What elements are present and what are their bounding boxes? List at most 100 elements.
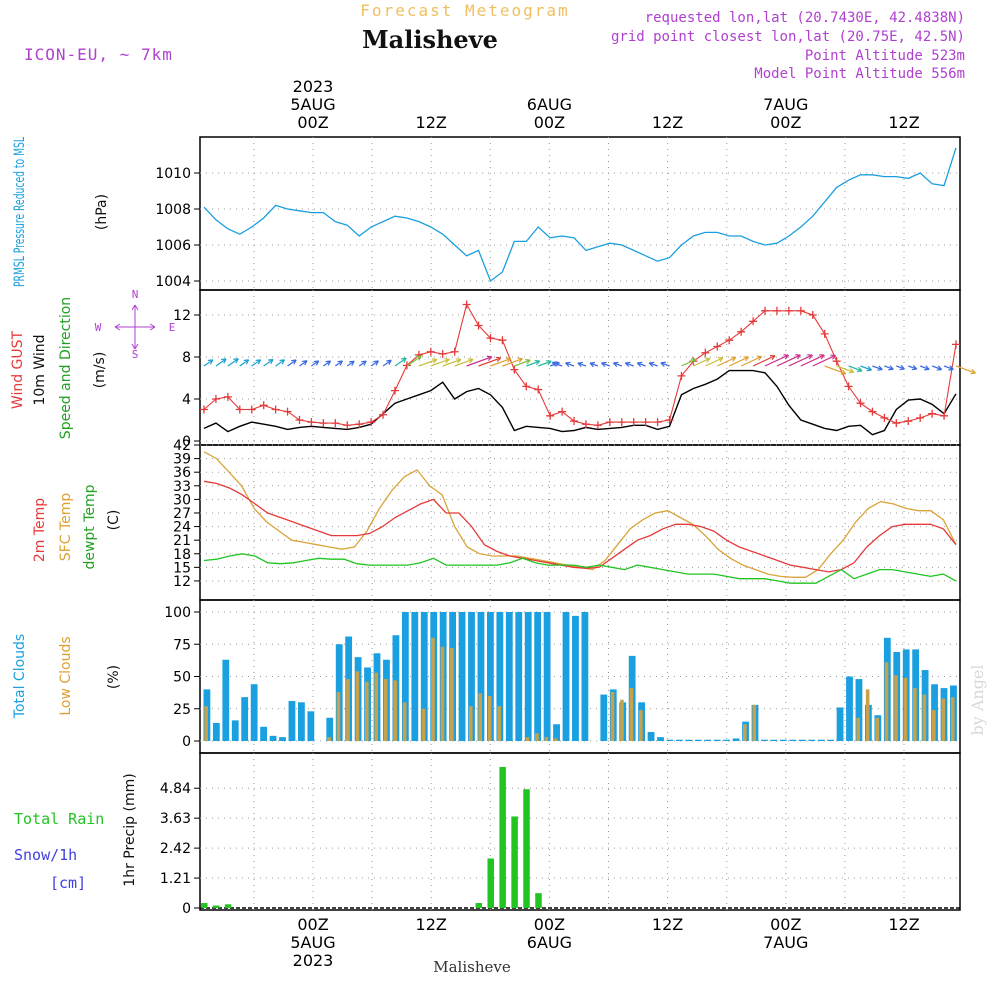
wind-arrow-head — [565, 361, 571, 367]
wind-arrow-head — [361, 360, 367, 366]
gust-marker — [235, 405, 244, 414]
wind-arrow-head — [717, 357, 724, 363]
low-cloud-bar — [468, 706, 473, 741]
gust-marker — [223, 392, 232, 401]
bottom-time-label: 7AUG — [763, 933, 808, 952]
gust-marker — [522, 382, 531, 391]
wind-direction-arrow — [752, 355, 776, 367]
rain-bar — [535, 893, 542, 908]
low-cloud-bar — [374, 672, 379, 741]
wind-arrow-head — [517, 357, 523, 363]
rain-bar — [511, 816, 518, 908]
y-tick-label: 75 — [173, 637, 191, 653]
low-cloud-bar — [204, 706, 208, 741]
top-time-label: 00Z — [534, 113, 565, 132]
y-tick-label: 4 — [182, 392, 191, 408]
wind-direction-arrow — [251, 359, 261, 367]
wind-arrow-head — [221, 358, 227, 364]
dewpt-label: dewpt Temp — [82, 484, 98, 569]
gust-marker — [343, 421, 352, 430]
gust-marker — [379, 410, 388, 419]
wind-direction-arrow — [430, 358, 450, 367]
wind-direction-arrow — [215, 358, 227, 367]
total-cloud-bar — [543, 612, 551, 741]
wind-arrow-head — [924, 365, 930, 371]
total-cloud-bar — [269, 735, 277, 741]
gust-marker — [677, 371, 686, 380]
wind-direction-arrow — [577, 362, 587, 367]
wind-arrow-head — [795, 354, 801, 360]
wind-arrow-head — [444, 358, 450, 364]
wind-direction-arrow — [728, 356, 749, 367]
wind-direction-arrow — [872, 365, 883, 371]
compass-south: S — [132, 348, 139, 361]
low-cloud-bar — [440, 646, 445, 741]
low-cloud-bar — [932, 710, 936, 741]
gust-marker — [474, 321, 483, 330]
wind-arrow-head — [431, 358, 438, 364]
wind-arrow-head — [525, 359, 531, 365]
precip-panel — [199, 752, 961, 911]
gust-marker — [868, 407, 877, 416]
low-cloud-bar — [922, 694, 927, 741]
gust-marker — [880, 413, 889, 422]
wind-direction-arrow — [649, 362, 658, 367]
wind-direction-arrow — [382, 359, 392, 367]
wind-direction-arrow — [800, 354, 825, 367]
gust-label: Wind GUST — [10, 330, 26, 409]
watermark: by Angel — [968, 664, 987, 735]
total-cloud-bar — [477, 612, 485, 741]
total-cloud-bar — [487, 612, 494, 741]
precip-labels: Total Rain Snow/1h [cm] 1hr Precip (mm) — [14, 773, 138, 892]
pressure-line — [203, 147, 957, 283]
gust-marker — [784, 306, 793, 315]
rain-bar — [499, 766, 506, 908]
rain-legend: Total Rain — [14, 810, 104, 828]
low-cloud-bar — [393, 680, 397, 741]
wind-arrow-head — [636, 361, 643, 368]
low-cloud-bar — [629, 688, 634, 741]
wind-arrow-head — [546, 360, 552, 366]
gust-marker — [701, 348, 710, 357]
wind-direction-arrow — [538, 360, 552, 367]
y-tick-label: 3.63 — [160, 811, 191, 827]
low-cloud-bar — [752, 704, 757, 741]
low-cloud-bar — [913, 688, 917, 741]
total-cloud-bar — [212, 722, 220, 741]
location-title: Malisheve — [362, 25, 498, 54]
prmsl-label: PRMSL Pressure Reduced to MSL — [12, 137, 28, 287]
wind-speed-line — [203, 369, 957, 436]
sfc-label: SFC Temp — [58, 493, 74, 562]
bottom-time-label: 00Z — [770, 915, 801, 934]
dir-label: Speed and Direction — [58, 297, 74, 439]
wind-direction-arrow — [203, 359, 214, 367]
wind-label: 10m Wind — [32, 334, 48, 405]
wind-arrow-head — [704, 357, 711, 363]
wind-direction-arrow — [931, 365, 942, 371]
wind-arrow-head — [401, 357, 407, 363]
gust-marker — [952, 340, 960, 349]
gust-marker — [772, 306, 781, 315]
wind-direction-arrow — [526, 360, 540, 367]
wind-direction-arrow — [896, 365, 905, 370]
y-tick-label: 30 — [173, 492, 191, 508]
low-cloud-bar — [865, 689, 870, 741]
dewpt-line — [203, 553, 957, 584]
model-label: ICON-EU, ~ 7km — [24, 45, 173, 64]
wind-direction-arrow — [311, 360, 320, 367]
wind-arrow-head — [848, 368, 855, 374]
wind-direction-arrow — [589, 362, 599, 367]
bottom-time-label: 00Z — [297, 915, 328, 934]
gust-marker — [546, 411, 555, 420]
total-cloud-bar — [562, 612, 570, 741]
gust-marker — [629, 418, 638, 427]
gust-marker — [761, 306, 770, 315]
wind-arrow-head — [756, 355, 763, 361]
bottom-time-label: 12Z — [416, 915, 447, 934]
wind-direction-arrow — [287, 359, 297, 367]
wind-arrow-head — [337, 360, 343, 366]
wind-arrow-head — [911, 365, 918, 371]
gust-marker — [581, 420, 590, 429]
low-cloud-label: Low Clouds — [58, 636, 74, 715]
